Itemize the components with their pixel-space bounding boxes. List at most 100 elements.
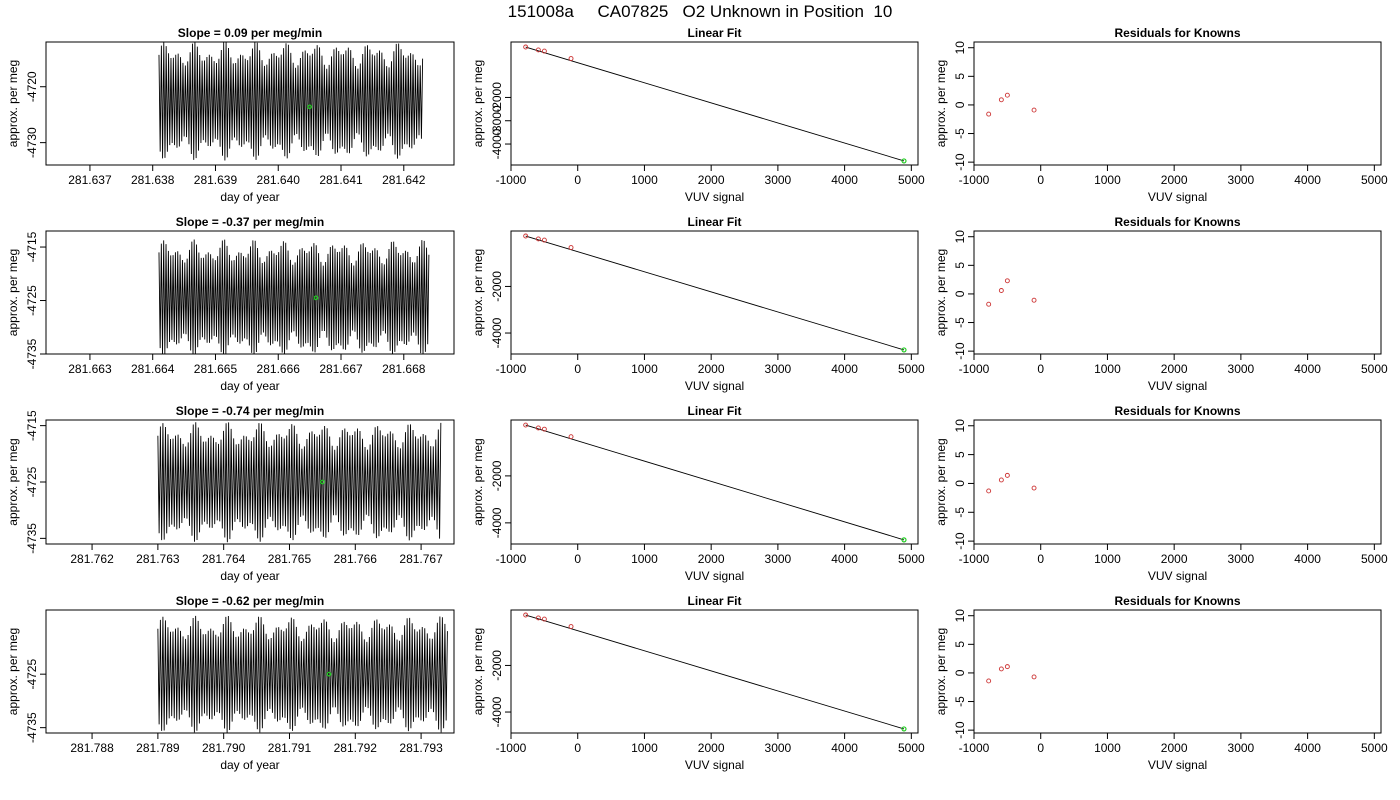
panel-1-2: Linear Fit -1000 0 1000 2000 3000 4000 5000 -200… [471, 26, 925, 204]
x-tick-label: 281.663 [68, 362, 112, 376]
residual-point [986, 111, 992, 117]
residual-point [1004, 664, 1010, 670]
x-tick-label: 4000 [831, 552, 858, 566]
x-tick-label: 3000 [1228, 173, 1255, 187]
y-tick-label: -5 [953, 317, 967, 328]
y-tick-label: -4000 [490, 507, 504, 538]
signal-trace [158, 42, 424, 161]
residual-point [986, 301, 992, 307]
x-tick-label: 1000 [631, 173, 658, 187]
panel-3-2: Linear Fit -1000 0 1000 2000 3000 4000 5000 -200… [471, 404, 925, 583]
known-point [568, 434, 574, 440]
y-tick-label: 10 [953, 230, 967, 244]
y-tick-label: -4735 [25, 338, 39, 369]
y-tick-label: -2000 [490, 271, 504, 302]
x-tick-label: -1000 [959, 741, 990, 755]
plot-area [158, 42, 424, 161]
x-tick-label: -1000 [496, 552, 527, 566]
y-tick-label: -10 [953, 342, 967, 360]
x-tick-label: 3000 [1228, 741, 1255, 755]
y-tick-label: 5 [953, 73, 967, 80]
x-tick-label: 281.640 [257, 173, 301, 187]
plot-area [523, 422, 907, 543]
residual-point [1004, 278, 1010, 284]
y-tick-label: 5 [953, 451, 967, 458]
y-tick-label: 0 [953, 480, 967, 487]
x-tick-label: 281.789 [136, 741, 180, 755]
x-tick-label: 5000 [1361, 741, 1388, 755]
known-point [568, 56, 574, 61]
known-point [535, 425, 541, 431]
x-tick-label: 3000 [765, 362, 792, 376]
x-tick-label: 4000 [831, 741, 858, 755]
y-axis-label: approx. per meg [6, 628, 20, 715]
x-tick-label: 0 [1037, 362, 1044, 376]
y-tick-label: -4000 [490, 696, 504, 727]
x-tick-label: -1000 [496, 362, 527, 376]
y-tick-label: -4715 [25, 231, 39, 262]
fit-line [525, 424, 905, 541]
y-tick-label: -4725 [25, 659, 39, 690]
plot-frame [510, 41, 919, 166]
y-tick-label: 5 [953, 641, 967, 648]
x-axis-label: VUV signal [685, 190, 744, 204]
y-tick-label: 10 [953, 609, 967, 623]
y-axis-label: approx. per meg [471, 438, 485, 525]
x-tick-label: 281.641 [319, 173, 363, 187]
x-axis-label: VUV signal [1148, 569, 1207, 583]
y-tick-label: -3000 [490, 105, 504, 136]
x-tick-label: 281.668 [382, 362, 426, 376]
panel-title: Residuals for Knowns [1114, 594, 1240, 608]
plot-area [157, 615, 448, 733]
current-point-marker [901, 347, 907, 353]
x-tick-label: 1000 [1094, 741, 1121, 755]
x-tick-label: 281.788 [70, 741, 114, 755]
x-tick-label: 1000 [1094, 173, 1121, 187]
x-tick-label: 281.766 [334, 552, 378, 566]
x-tick-label: 281.638 [131, 173, 175, 187]
plot-area [986, 472, 1037, 494]
panel-3-3: Residuals for Knowns -1000 0 1000 2000 3000 40… [934, 404, 1388, 583]
fit-line [525, 235, 905, 351]
x-tick-label: 0 [574, 173, 581, 187]
x-tick-label: -1000 [496, 173, 527, 187]
x-tick-label: 0 [574, 362, 581, 376]
residual-point [986, 488, 992, 494]
x-tick-label: 5000 [898, 362, 925, 376]
plot-frame [510, 230, 919, 355]
x-tick-label: -1000 [959, 552, 990, 566]
panel-title: Slope = -0.74 per meg/min [176, 404, 324, 418]
x-tick-label: 2000 [698, 173, 725, 187]
panel-title: Linear Fit [687, 215, 741, 229]
y-tick-label: -5 [953, 507, 967, 518]
x-axis-label: VUV signal [1148, 379, 1207, 393]
y-tick-label: -4000 [490, 317, 504, 348]
plot-area [986, 664, 1037, 684]
panel-4-1: Slope = -0.62 per meg/min 281.788 281.789 2… [6, 594, 455, 772]
x-tick-label: 4000 [831, 173, 858, 187]
panel-title: Slope = -0.37 per meg/min [176, 215, 324, 229]
residual-point [1004, 472, 1010, 478]
y-tick-label: 5 [953, 262, 967, 269]
x-tick-label: 2000 [698, 741, 725, 755]
x-tick-label: 3000 [765, 741, 792, 755]
plot-area [523, 233, 907, 353]
x-tick-label: 0 [574, 552, 581, 566]
residual-point [1031, 107, 1037, 113]
x-tick-label: 281.639 [194, 173, 238, 187]
x-tick-label: 1000 [631, 741, 658, 755]
current-point-marker [901, 537, 907, 543]
y-axis-label: approx. per meg [934, 249, 948, 336]
current-point-marker [307, 104, 313, 110]
x-tick-label: 2000 [698, 552, 725, 566]
known-point [535, 236, 541, 242]
x-tick-label: 2000 [1161, 741, 1188, 755]
y-tick-label: -4725 [25, 466, 39, 497]
x-tick-label: 281.666 [257, 362, 301, 376]
current-point-marker [901, 726, 907, 732]
y-tick-label: -5 [953, 696, 967, 707]
x-tick-label: 4000 [1294, 362, 1321, 376]
panel-title: Linear Fit [687, 404, 741, 418]
x-tick-label: 4000 [1294, 552, 1321, 566]
